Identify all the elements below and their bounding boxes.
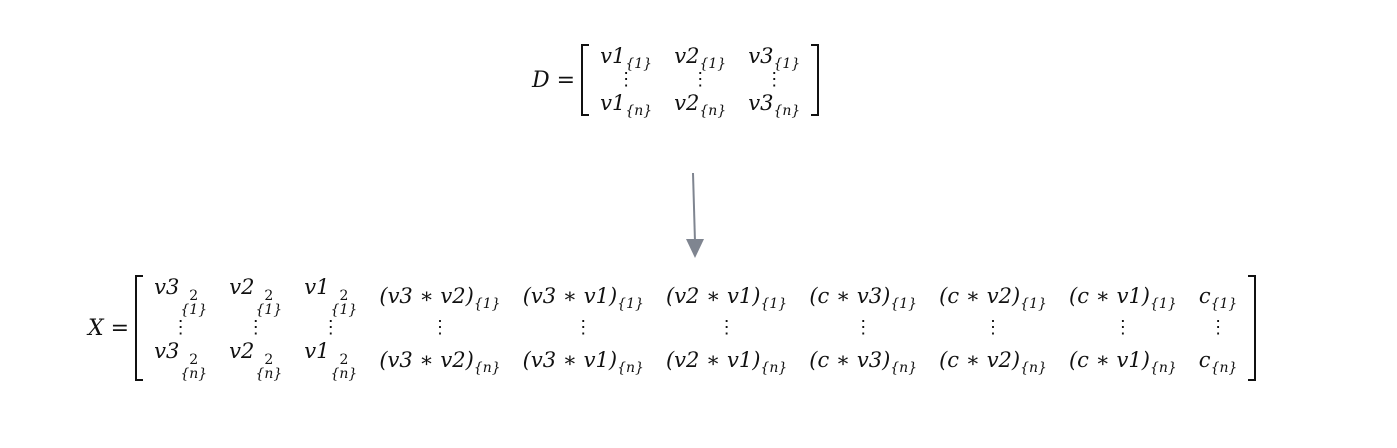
- matrix-cell: (v3 ∗ v1){n}: [512, 339, 655, 381]
- matrix-cell: v2 2 {n}: [218, 339, 293, 381]
- left-bracket: [135, 275, 143, 381]
- matrix-cell: ⋮: [368, 317, 511, 339]
- matrix-cell: (c ∗ v1){n}: [1058, 339, 1188, 381]
- matrix-x-label: X =: [88, 316, 129, 341]
- matrix-row: v3 2 {1} v2 2 {1} v1 2 {1} (v3 ∗ v2){1} (v3 ∗ v1){…: [143, 275, 1248, 317]
- matrix-cell: v1 2 {n}: [293, 339, 368, 381]
- matrix-cell: v3 2 {1}: [143, 275, 218, 317]
- matrix-cell: v3 2 {n}: [143, 339, 218, 381]
- matrix-row: v3 2 {n} v2 2 {n} v1 2 {n} (v3 ∗ v2){n} (v3 ∗ v1){…: [143, 339, 1248, 381]
- matrix-cell: (c ∗ v1){1}: [1058, 275, 1188, 317]
- equation-x: X = v3 2 {1} v2 2 {1} v1 2 {1} (v3 ∗ v2){1} (v3 ∗ …: [88, 275, 1256, 381]
- matrix-cell: ⋮: [512, 317, 655, 339]
- matrix-cell: (c ∗ v2){n}: [928, 339, 1058, 381]
- matrix-cell: v2 2 {1}: [218, 275, 293, 317]
- right-bracket: [1248, 275, 1256, 381]
- matrix-cell: v1 2 {1}: [293, 275, 368, 317]
- matrix-cell: (v3 ∗ v1){1}: [512, 275, 655, 317]
- matrix-cell: (v2 ∗ v1){n}: [655, 339, 798, 381]
- matrix-x-table: v3 2 {1} v2 2 {1} v1 2 {1} (v3 ∗ v2){1} (v3 ∗ v1){…: [143, 275, 1248, 381]
- matrix-cell: (c ∗ v3){1}: [798, 275, 928, 317]
- matrix-cell: ⋮: [1188, 317, 1249, 339]
- matrix-cell: ⋮: [928, 317, 1058, 339]
- matrix-cell: ⋮: [218, 317, 293, 339]
- matrix-cell: (c ∗ v2){1}: [928, 275, 1058, 317]
- matrix-x: v3 2 {1} v2 2 {1} v1 2 {1} (v3 ∗ v2){1} (v3 ∗ v1){…: [135, 275, 1256, 381]
- matrix-cell: ⋮: [1058, 317, 1188, 339]
- matrix-cell: c{1}: [1188, 275, 1249, 317]
- matrix-cell: ⋮: [293, 317, 368, 339]
- matrix-cell: (v3 ∗ v2){n}: [368, 339, 511, 381]
- matrix-cell: (v2 ∗ v1){1}: [655, 275, 798, 317]
- matrix-cell: (v3 ∗ v2){1}: [368, 275, 511, 317]
- matrix-cell: (c ∗ v3){n}: [798, 339, 928, 381]
- matrix-cell: ⋮: [655, 317, 798, 339]
- matrix-cell: ⋮: [143, 317, 218, 339]
- matrix-cell: ⋮: [798, 317, 928, 339]
- matrix-row: ⋮ ⋮ ⋮ ⋮ ⋮ ⋮ ⋮ ⋮ ⋮ ⋮: [143, 317, 1248, 339]
- matrix-cell: c{n}: [1188, 339, 1249, 381]
